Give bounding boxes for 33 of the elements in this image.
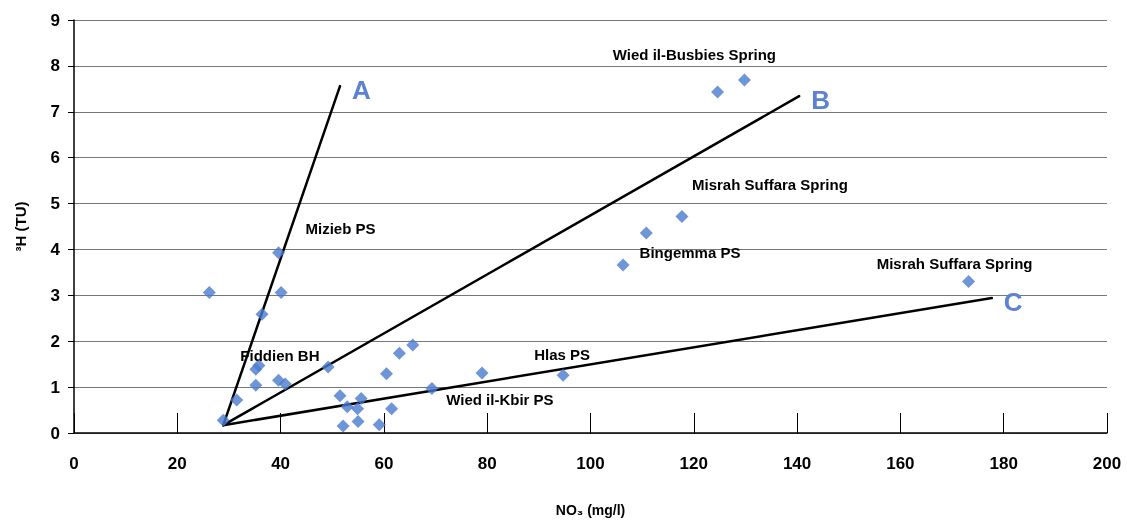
y-tick-label: 9 [50,10,60,30]
y-tick-label: 5 [50,194,60,214]
x-tick-label: 20 [167,454,187,473]
y-tick-label: 7 [50,102,60,122]
series-label: C [1003,287,1023,318]
series-label: A [352,75,371,106]
annotation: Misrah Suffara Spring [876,255,1033,273]
annotation: Mizieb PS [305,220,376,238]
x-tick-label: 180 [989,454,1018,473]
annotation: Wied il-Busbies Spring [612,45,777,63]
x-tick-label: 60 [374,454,394,473]
x-tick-label: 160 [886,454,915,473]
x-tick-label: 120 [679,454,708,473]
y-tick-label: 2 [50,331,60,351]
series-label: B [811,85,830,116]
x-tick-label: 0 [69,454,79,473]
annotation: Hlas PS [534,345,591,363]
y-tick-label: 1 [50,377,60,397]
y-tick-label: 0 [50,423,60,443]
y-axis-title: ³H (TU) [12,201,29,252]
y-tick-label: 4 [50,239,61,259]
annotation: Misrah Suffara Spring [691,175,848,193]
x-axis-title: NO₃ (mg/l) [555,502,626,518]
x-tick-label: 40 [271,454,291,473]
y-tick-label: 3 [50,285,60,305]
x-tick-label: 80 [477,454,497,473]
y-tick-label: 6 [50,148,60,168]
x-tick-label: 100 [576,454,605,473]
annotation: Bingemma PS [639,243,741,261]
x-tick-label: 200 [1092,454,1122,473]
x-tick-label: 140 [782,454,812,473]
annotation: Wied il-Kbir PS [446,390,554,408]
y-tick-label: 8 [50,56,60,76]
